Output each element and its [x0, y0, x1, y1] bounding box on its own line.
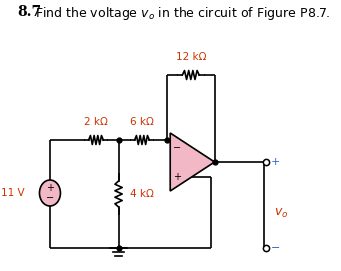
Text: 12 kΩ: 12 kΩ: [176, 52, 206, 62]
Circle shape: [40, 180, 60, 206]
Text: +: +: [174, 172, 181, 182]
Text: 2 kΩ: 2 kΩ: [84, 117, 108, 127]
Text: 4 kΩ: 4 kΩ: [130, 189, 154, 199]
Text: Find the voltage $v_o$ in the circuit of Figure P8.7.: Find the voltage $v_o$ in the circuit of…: [35, 5, 331, 22]
Text: −: −: [271, 243, 280, 253]
Text: +: +: [271, 157, 280, 167]
Text: −: −: [174, 143, 181, 153]
Text: 6 kΩ: 6 kΩ: [130, 117, 154, 127]
Text: 11 V: 11 V: [1, 188, 24, 198]
Text: −: −: [46, 193, 54, 203]
Text: +: +: [46, 183, 54, 193]
Text: $v_o$: $v_o$: [273, 207, 288, 220]
Polygon shape: [170, 133, 214, 191]
Text: 8.7: 8.7: [18, 5, 42, 19]
